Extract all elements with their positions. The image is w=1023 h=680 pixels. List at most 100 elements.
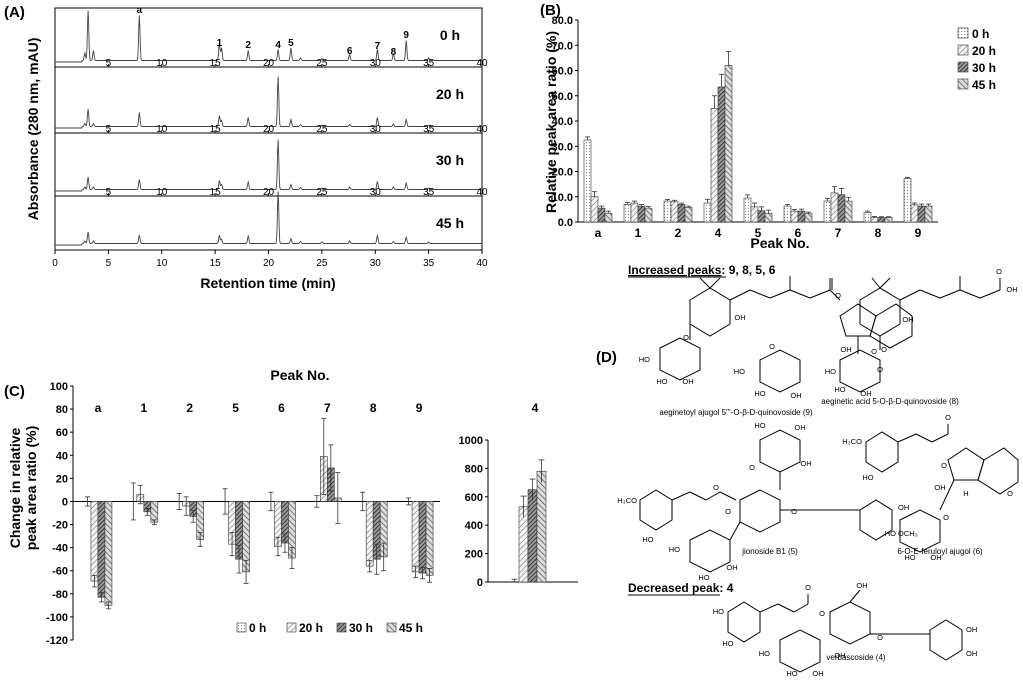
- atom-label: HO: [862, 473, 873, 482]
- inner-x-tick-label: 25: [316, 58, 328, 69]
- b-bar: [757, 210, 766, 223]
- compound-8-name: aeginetic acid 5-O-β-D-quinovoside (8): [821, 397, 959, 406]
- b-bar: [684, 207, 693, 223]
- b-legend-label: 0 h: [972, 27, 989, 41]
- inset-y-tick-label: 600: [465, 492, 483, 504]
- peak-label: 8: [391, 47, 397, 58]
- peak-label: 1: [217, 38, 223, 49]
- b-bar: [804, 213, 813, 223]
- c-y-tick-label: -80: [52, 589, 68, 601]
- peak-label: 5: [288, 38, 294, 49]
- atom-label: OCH₃: [898, 529, 918, 538]
- atom-label: O: [943, 513, 949, 522]
- c-y-tick-label: 0: [62, 496, 68, 508]
- b-bar: [623, 204, 632, 223]
- atom-label: H₃CO: [842, 437, 862, 446]
- c-legend-label: 0 h: [249, 621, 266, 635]
- c-category-label: 5: [232, 401, 239, 415]
- inner-x-tick-label: 5: [106, 187, 112, 198]
- atom-label: OH: [794, 423, 805, 432]
- c-y-tick-label: 40: [56, 450, 68, 462]
- b-y-tick-label: 40.0: [552, 116, 573, 128]
- c-category-label: 2: [186, 401, 193, 415]
- b-bar: [743, 197, 752, 223]
- c-y-tick-label: 20: [56, 473, 68, 485]
- trace-time-label: 0 h: [440, 27, 460, 43]
- inset-bar: [518, 506, 529, 583]
- panel-c-ylabel-line1: Change in relative: [7, 427, 23, 548]
- b-category-label: 4: [715, 226, 722, 240]
- compound-6-name: 6-O-E-feruloyl ajugol (6): [897, 547, 983, 556]
- b-bar: [863, 212, 872, 223]
- structure-compound-4: [727, 589, 963, 673]
- b-bar: [717, 86, 726, 223]
- c-legend-swatch: [286, 622, 297, 633]
- atom-label: HO: [698, 573, 709, 582]
- b-bar: [837, 194, 846, 223]
- atom-label: O: [945, 413, 951, 422]
- c-y-tick-label: -20: [52, 520, 68, 532]
- b-y-tick-label: 30.0: [552, 141, 573, 153]
- inner-x-tick-label: 10: [156, 58, 168, 69]
- b-bar: [677, 204, 686, 223]
- b-y-tick-label: 60.0: [552, 66, 573, 78]
- c-legend-swatch: [336, 622, 347, 633]
- atom-label: OH: [834, 651, 845, 660]
- x-tick-label: 5: [106, 258, 112, 269]
- inner-x-tick-label: 10: [156, 187, 168, 198]
- b-bar: [830, 192, 839, 223]
- inset-y-tick-label: 1000: [459, 435, 483, 447]
- c-category-label: 8: [370, 401, 377, 415]
- atom-label: HO: [759, 649, 770, 658]
- inner-x-tick-label: 35: [423, 58, 435, 69]
- b-category-label: 2: [675, 226, 682, 240]
- atom-label: HO: [734, 367, 745, 376]
- b-bar: [783, 205, 792, 223]
- panel-a-ylabel: Absorbance (280 nm, mAU): [25, 38, 41, 221]
- b-y-tick-label: 50.0: [552, 91, 573, 103]
- atom-label: O: [713, 483, 719, 492]
- atom-label: O: [819, 609, 825, 618]
- c-y-tick-label: -40: [52, 543, 68, 555]
- inner-x-tick-label: 30: [370, 187, 382, 198]
- inset-bar: [527, 489, 538, 583]
- peak-label: 2: [245, 40, 251, 51]
- atom-label: HO: [722, 639, 733, 648]
- b-bar: [637, 205, 646, 223]
- atom-label: O: [871, 347, 877, 356]
- atom-label: O: [835, 291, 841, 300]
- atom-label: OH: [966, 649, 977, 658]
- b-legend-label: 45 h: [972, 78, 996, 92]
- inner-x-tick-label: 15: [210, 124, 222, 135]
- x-tick-label: 15: [210, 258, 222, 269]
- b-category-label: 9: [915, 226, 922, 240]
- c-bar: [411, 501, 420, 573]
- b-bar: [724, 65, 733, 223]
- b-bar: [644, 207, 653, 223]
- c-bar: [365, 501, 374, 567]
- inset-y-tick-label: 800: [465, 463, 483, 475]
- inset-y-tick-label: 0: [477, 577, 483, 589]
- inner-x-tick-label: 10: [156, 124, 168, 135]
- atom-label: O: [1007, 489, 1013, 498]
- b-bar: [597, 207, 606, 223]
- x-tick-label: 30: [370, 258, 382, 269]
- c-bar: [150, 501, 159, 523]
- inset-y-tick-label: 200: [465, 549, 483, 561]
- c-y-tick-label: 80: [56, 404, 68, 416]
- panel-b-label: (B): [540, 2, 561, 19]
- structure-compound-9: [659, 276, 913, 393]
- structure-compound-8: [839, 276, 1001, 393]
- decreased-peak-heading: Decreased peak: 4: [628, 581, 734, 595]
- atom-label: OH: [812, 669, 823, 678]
- atom-label: O: [805, 583, 811, 592]
- b-bar: [670, 201, 679, 223]
- atom-label: O: [769, 342, 775, 351]
- compound-9-name: aeginetoyl ajugol 5'''-O-β-D-quinovoside…: [659, 408, 813, 417]
- x-tick-label: 40: [476, 258, 488, 269]
- inner-x-tick-label: 15: [210, 187, 222, 198]
- b-bar: [917, 205, 926, 223]
- b-category-label: 8: [875, 226, 882, 240]
- b-y-tick-label: 10.0: [552, 192, 573, 204]
- atom-label: HO: [786, 669, 797, 678]
